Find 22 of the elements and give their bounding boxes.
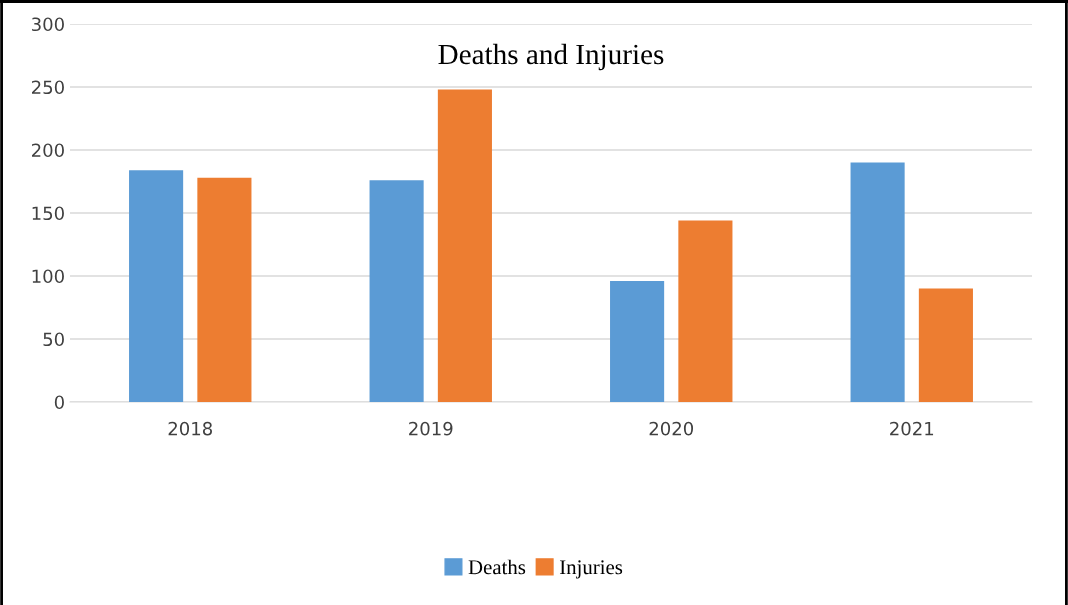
bar: [437, 89, 492, 402]
bar: [850, 162, 905, 402]
legend-label: Injuries: [559, 560, 623, 579]
y-tick-label: 50: [43, 332, 64, 347]
bar: [918, 288, 973, 402]
y-tick-label: 150: [32, 206, 64, 221]
y-tick-label: 200: [32, 143, 64, 158]
legend-label: Deaths: [468, 559, 526, 575]
y-tick-label: 250: [32, 80, 64, 95]
x-tick-label: 2018: [168, 421, 212, 436]
y-tick-label: 0: [54, 395, 64, 410]
bar: [197, 177, 252, 402]
x-tick-label: 2020: [649, 421, 694, 436]
bar: [678, 220, 733, 402]
x-tick-label: 2021: [890, 421, 934, 436]
bar: [610, 281, 665, 402]
bar: [129, 170, 184, 402]
y-tick-label: 100: [32, 269, 64, 284]
x-tick-label: 2019: [409, 421, 453, 436]
y-tick-label: 300: [32, 17, 64, 32]
text: Deaths and Injuries: [438, 43, 664, 71]
bar: [369, 180, 424, 402]
